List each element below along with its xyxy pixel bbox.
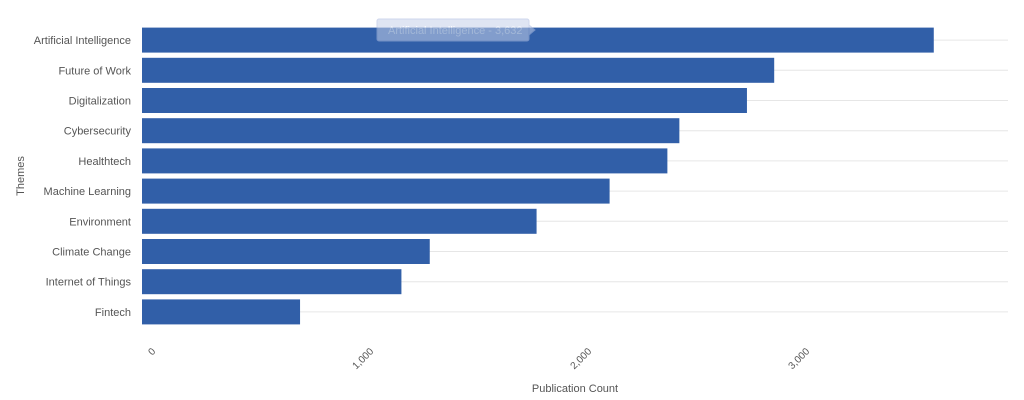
- bar[interactable]: [142, 178, 610, 204]
- category-labels: Artificial Intelligence Future of Work Dig…: [34, 35, 132, 319]
- category-label: Artificial Intelligence: [34, 35, 131, 47]
- bar[interactable]: [142, 27, 934, 53]
- category-label: Internet of Things: [46, 277, 132, 289]
- bar[interactable]: [142, 148, 668, 174]
- category-label: Cybersecurity: [64, 126, 132, 138]
- x-tick-label: 1,000: [351, 346, 377, 372]
- category-label: Machine Learning: [44, 186, 131, 198]
- x-tick-labels: 0 1,000 2,000 3,000: [146, 346, 812, 372]
- bar[interactable]: [142, 239, 430, 264]
- tooltip-text: Artificial Intelligence - 3,632: [388, 25, 523, 37]
- bar[interactable]: [142, 269, 402, 295]
- x-tick-label: 3,000: [787, 346, 813, 372]
- category-label: Healthtech: [78, 156, 131, 168]
- bar[interactable]: [142, 57, 775, 83]
- tooltip: Artificial Intelligence - 3,632: [376, 18, 536, 42]
- bar[interactable]: [142, 118, 680, 144]
- category-label: Fintech: [95, 307, 131, 319]
- bars: [142, 27, 934, 325]
- x-tick-label: 2,000: [569, 346, 595, 372]
- category-label: Climate Change: [52, 247, 131, 259]
- category-label: Future of Work: [58, 65, 131, 77]
- category-label: Digitalization: [69, 96, 131, 108]
- x-tick-label: 0: [146, 346, 158, 358]
- category-label: Environment: [69, 216, 131, 228]
- bar[interactable]: [142, 299, 301, 325]
- bar[interactable]: [142, 88, 747, 113]
- tooltip-pointer: [528, 23, 536, 37]
- bar[interactable]: [142, 208, 537, 234]
- x-axis-title: Publication Count: [532, 383, 618, 395]
- y-axis-title: Themes: [15, 156, 27, 196]
